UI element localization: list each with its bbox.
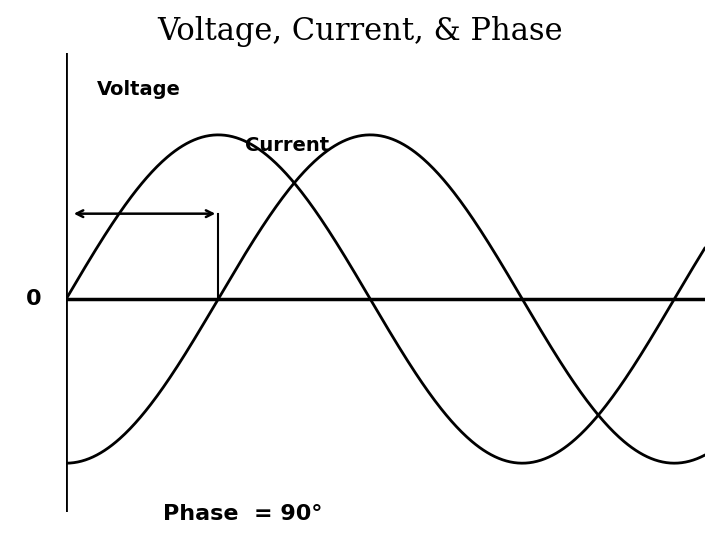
Text: Phase  = 90°: Phase = 90° <box>163 504 323 524</box>
Text: Voltage: Voltage <box>97 80 181 99</box>
Text: 0: 0 <box>27 289 42 309</box>
Text: Current: Current <box>246 136 329 154</box>
Text: Voltage, Current, & Phase: Voltage, Current, & Phase <box>157 16 563 47</box>
